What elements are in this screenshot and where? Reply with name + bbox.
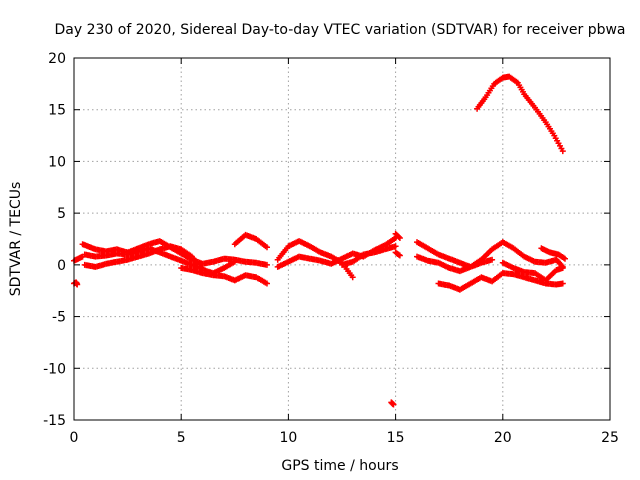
x-tick-label: 10 xyxy=(279,430,297,446)
y-tick-label: 5 xyxy=(57,206,66,222)
y-axis-label: SDTVAR / TECUs xyxy=(8,182,24,297)
plot-frame xyxy=(73,57,611,421)
y-tick-label: 10 xyxy=(48,154,66,170)
data-points xyxy=(71,73,568,408)
y-tick-label: -5 xyxy=(52,310,66,326)
y-tick-label: -10 xyxy=(43,361,66,377)
y-tick-label: 15 xyxy=(48,103,66,119)
x-tick-label: 20 xyxy=(494,430,512,446)
x-axis-label: GPS time / hours xyxy=(281,458,398,474)
x-tick-label: 25 xyxy=(601,430,619,446)
y-tick-label: 20 xyxy=(48,51,66,67)
scatter-markers xyxy=(71,73,568,408)
y-tick-label: 0 xyxy=(57,258,66,274)
axis-ticks xyxy=(73,57,611,421)
x-tick-label: 5 xyxy=(177,430,186,446)
y-tick-label: -15 xyxy=(43,413,66,429)
tick-labels: 0 5 10 15 20 25 -15 -10 -5 0 5 10 15 20 xyxy=(43,51,619,446)
grid xyxy=(74,58,610,420)
x-tick-label: 0 xyxy=(70,430,79,446)
chart-title: Day 230 of 2020, Sidereal Day-to-day VTE… xyxy=(54,22,625,38)
x-tick-label: 15 xyxy=(387,430,405,446)
